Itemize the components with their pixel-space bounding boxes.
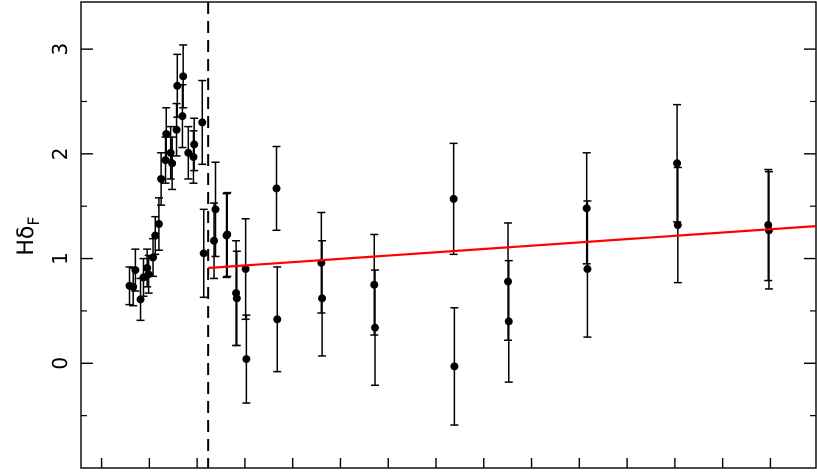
data-point bbox=[673, 159, 682, 168]
data-point bbox=[241, 265, 250, 274]
data-point bbox=[371, 323, 379, 332]
y-tick-label: 1 bbox=[48, 252, 72, 265]
data-point bbox=[162, 129, 171, 138]
data-point bbox=[504, 317, 513, 326]
data-point bbox=[232, 294, 241, 303]
data-point bbox=[154, 220, 163, 229]
plot-frame bbox=[80, 1, 817, 469]
data-point bbox=[131, 266, 140, 275]
y-tick-label: 2 bbox=[48, 147, 72, 160]
data-point bbox=[136, 295, 145, 304]
data-point bbox=[273, 315, 282, 324]
data-point bbox=[223, 230, 232, 239]
data-point bbox=[272, 184, 281, 193]
data-point bbox=[673, 221, 682, 230]
data-point bbox=[172, 125, 181, 134]
data-point bbox=[178, 112, 187, 121]
y-axis-label-subscript: F bbox=[24, 216, 43, 225]
fit-line bbox=[208, 225, 817, 270]
chart-marks bbox=[125, 2, 817, 468]
data-point bbox=[151, 231, 160, 240]
data-point bbox=[318, 294, 327, 303]
data-point bbox=[179, 72, 188, 81]
data-point bbox=[149, 253, 158, 262]
axes: 0 1 2 3 bbox=[48, 1, 817, 469]
y-tick-label: 3 bbox=[48, 43, 72, 56]
data-point bbox=[211, 205, 220, 214]
data-point bbox=[198, 118, 207, 127]
y-axis-label: HδF bbox=[14, 216, 43, 255]
data-point bbox=[583, 265, 592, 274]
data-point bbox=[168, 159, 177, 168]
data-point bbox=[190, 140, 199, 149]
y-tick-label: 0 bbox=[48, 357, 72, 370]
data-point bbox=[449, 194, 458, 203]
data-point bbox=[157, 174, 166, 183]
data-point bbox=[210, 236, 219, 245]
data-point bbox=[199, 249, 208, 258]
data-point bbox=[166, 148, 175, 157]
y-axis-label-main: Hδ bbox=[14, 226, 39, 256]
data-point bbox=[450, 362, 459, 371]
data-point bbox=[173, 81, 182, 90]
data-point bbox=[242, 355, 251, 364]
